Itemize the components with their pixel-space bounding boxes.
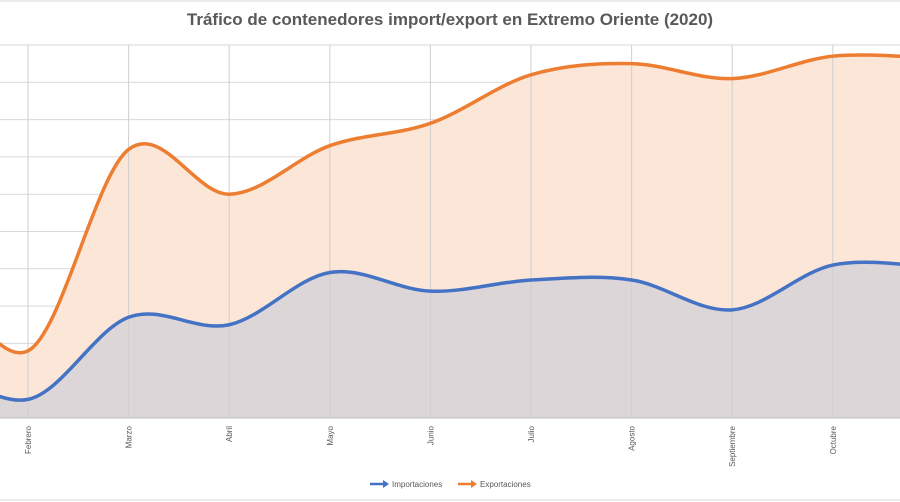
x-tick-label: Julio [527, 425, 536, 442]
chart-title: Tráfico de contenedores import/export en… [186, 10, 714, 29]
x-tick-label: Abril [225, 426, 234, 442]
series-line-exportaciones [0, 53, 900, 355]
legend-label: Importaciones [392, 480, 442, 489]
x-tick-label: Marzo [125, 425, 134, 448]
x-tick-label: Junio [426, 425, 435, 445]
legend-label: Exportaciones [480, 480, 531, 489]
x-tick-label: Febrero [24, 425, 33, 454]
x-tick-label: Agosto [628, 425, 637, 450]
x-tick-label: Septiembre [728, 425, 737, 466]
area-fill-importaciones [0, 262, 900, 418]
legend-item-importaciones[interactable]: Importaciones [370, 480, 442, 489]
legend-arrow-icon [471, 480, 477, 488]
legend-item-exportaciones[interactable]: Exportaciones [458, 480, 531, 489]
legend-arrow-icon [383, 480, 389, 488]
x-tick-label: Octubre [829, 425, 838, 454]
x-tick-label: Mayo [326, 425, 335, 445]
